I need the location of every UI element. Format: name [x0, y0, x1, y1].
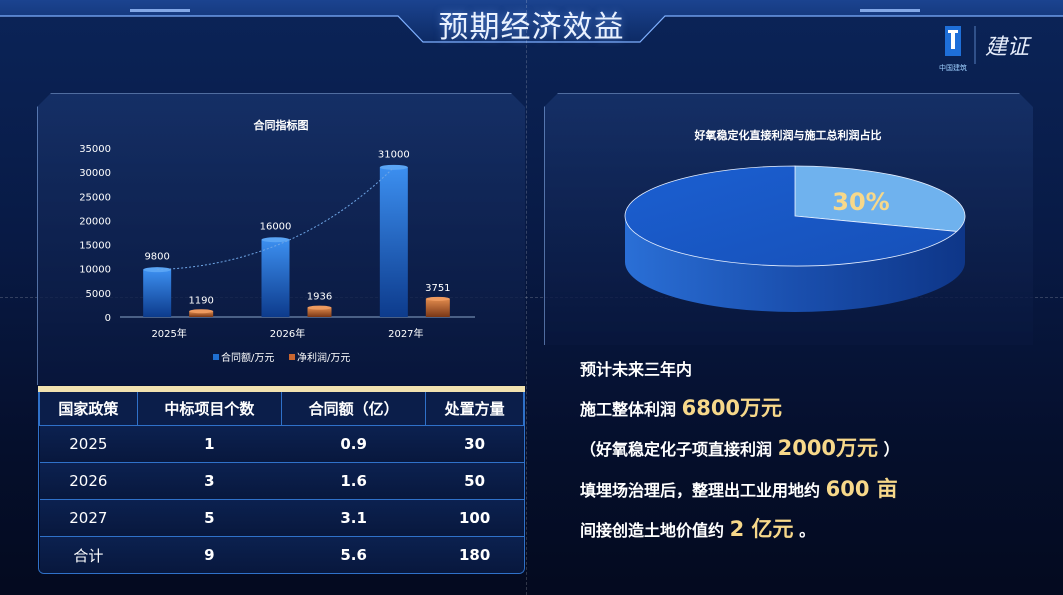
chart-title: 合同指标图: [254, 118, 309, 132]
cell-amount: 5.6: [281, 536, 426, 573]
cell-amount: 1.6: [281, 462, 426, 500]
legend-swatch: [289, 354, 295, 360]
cell-volume: 100: [425, 499, 524, 537]
direct-profit-value: 2000万元: [777, 436, 879, 460]
summary-line-4: 填埋场治理后，整理出工业用地约 600 亩: [580, 473, 898, 503]
cell-year: 2026: [39, 462, 138, 500]
legend-label: 合同额/万元: [221, 351, 274, 364]
cell-volume: 180: [425, 536, 524, 573]
cell-count: 5: [137, 499, 282, 537]
table-header-row: 国家政策 中标项目个数 合同额（亿） 处置方量: [39, 392, 524, 426]
cell-amount: 3.1: [281, 499, 426, 537]
pie-slice: [794, 165, 966, 232]
policy-table: 国家政策 中标项目个数 合同额（亿） 处置方量 2025 1 0.9 30 20…: [38, 386, 525, 574]
cell-volume: 50: [425, 462, 524, 500]
pie-slice-label: 30%: [832, 188, 889, 216]
bar-contract: [379, 167, 408, 317]
data-label-profit: 1936: [307, 292, 332, 303]
summary-line-4-prefix: 填埋场治理后，整理出工业用地约: [580, 481, 821, 500]
page-title: 预期经济效益: [438, 10, 625, 45]
data-label-contract: 9800: [144, 252, 169, 263]
y-tick-label: 10000: [79, 265, 111, 276]
bar-contract-cap: [261, 237, 290, 243]
land-area-value: 600 亩: [825, 477, 898, 501]
table-top-bar: [38, 386, 525, 392]
summary-line-2-prefix: 施工整体利润: [580, 400, 677, 419]
x-tick-label: 2027年: [388, 327, 423, 340]
bar-profit: [425, 298, 450, 317]
cell-count: 3: [137, 462, 282, 500]
profit-pie-chart: 好氧稳定化直接利润与施工总利润占比 30%: [624, 128, 966, 312]
legend-label: 净利润/万元: [297, 351, 350, 364]
logo-brand-text: 建证: [985, 35, 1032, 60]
cell-count: 9: [137, 536, 282, 573]
table-row: 2027 5 3.1 100: [39, 499, 524, 537]
y-tick-label: 5000: [86, 289, 111, 300]
bar-profit: [189, 311, 214, 317]
title-bar-frame: [0, 0, 1063, 43]
bar-contract-cap: [143, 267, 172, 273]
cell-count: 1: [137, 425, 282, 463]
cell-year: 合计: [39, 536, 138, 573]
bar-profit-cap: [189, 309, 214, 314]
land-value-amount: 2 亿元: [729, 517, 794, 541]
header-disposal-volume: 处置方量: [425, 392, 524, 426]
trend-line: [157, 166, 395, 271]
bar-contract: [143, 269, 172, 317]
y-tick-label: 25000: [79, 192, 111, 203]
bar-profit: [307, 307, 332, 317]
contract-bar-chart: 合同指标图 0 5000 10000 15000 20000 25000 30000 35000…: [79, 118, 475, 364]
data-label-profit: 3751: [425, 283, 450, 294]
cell-year: 2025: [39, 425, 138, 463]
summary-line-1: 预计未来三年内: [580, 360, 693, 379]
summary-line-3-suffix: ）: [883, 440, 900, 459]
y-tick-label: 20000: [79, 216, 111, 227]
company-logo: 中国建筑 建证: [935, 24, 1035, 74]
summary-line-2: 施工整体利润 6800万元: [580, 392, 782, 422]
header-project-count: 中标项目个数: [136, 392, 282, 426]
header-policy: 国家政策: [39, 392, 138, 426]
summary-line-3: （好氧稳定化子项直接利润 2000万元 ）: [580, 432, 900, 462]
x-tick-label: 2025年: [151, 327, 186, 340]
cell-amount: 0.9: [281, 425, 426, 463]
y-tick-label: 30000: [79, 168, 111, 179]
summary-line-5-suffix: 。: [799, 521, 816, 540]
bar-profit-cap: [307, 305, 332, 310]
title-bar: [0, 0, 1063, 48]
data-label-contract: 16000: [260, 222, 292, 233]
table-row: 合计 9 5.6 180: [39, 536, 524, 573]
table-row: 2025 1 0.9 30: [39, 425, 524, 463]
y-tick-label: 15000: [79, 241, 111, 252]
legend-swatch: [213, 354, 219, 360]
pie-side: [625, 216, 965, 312]
bar-contract: [261, 239, 290, 317]
data-label-contract: 31000: [378, 149, 410, 160]
total-profit-value: 6800万元: [681, 396, 783, 420]
y-tick-label: 0: [105, 313, 111, 324]
summary-line-5-prefix: 间接创造土地价值约: [580, 521, 725, 540]
y-tick-label: 35000: [79, 144, 111, 155]
cell-year: 2027: [39, 499, 138, 537]
summary-line-3-prefix: （好氧稳定化子项直接利润: [580, 440, 773, 459]
logo-org-text: 中国建筑: [939, 63, 967, 72]
table-row: 2026 3 1.6 50: [39, 462, 524, 500]
x-tick-label: 2026年: [270, 327, 305, 340]
pie-title: 好氧稳定化直接利润与施工总利润占比: [694, 128, 882, 142]
cell-volume: 30: [425, 425, 524, 463]
pie-slice: [624, 165, 958, 267]
header-contract-amount: 合同额（亿）: [280, 392, 427, 426]
summary-line-5: 间接创造土地价值约 2 亿元 。: [580, 513, 815, 543]
guide-line-vertical: [526, 0, 527, 595]
guide-line-horizontal: [0, 297, 1063, 298]
bar-profit-cap: [425, 296, 450, 301]
data-label-profit: 1190: [188, 295, 213, 306]
